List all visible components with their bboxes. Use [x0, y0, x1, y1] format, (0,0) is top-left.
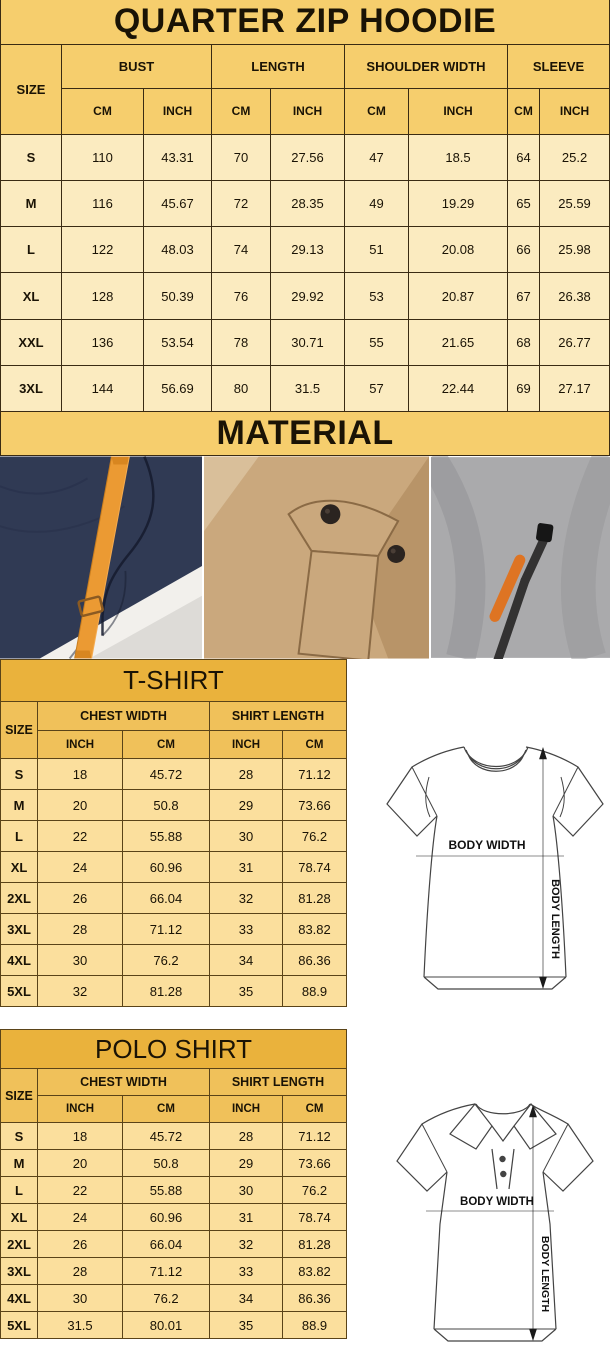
- svg-text:BODY WIDTH: BODY WIDTH: [448, 838, 525, 852]
- svg-text:BODY LENGTH: BODY LENGTH: [549, 879, 561, 959]
- svg-text:BODY WIDTH: BODY WIDTH: [460, 1196, 534, 1208]
- svg-text:BODY LENGTH: BODY LENGTH: [539, 1236, 551, 1312]
